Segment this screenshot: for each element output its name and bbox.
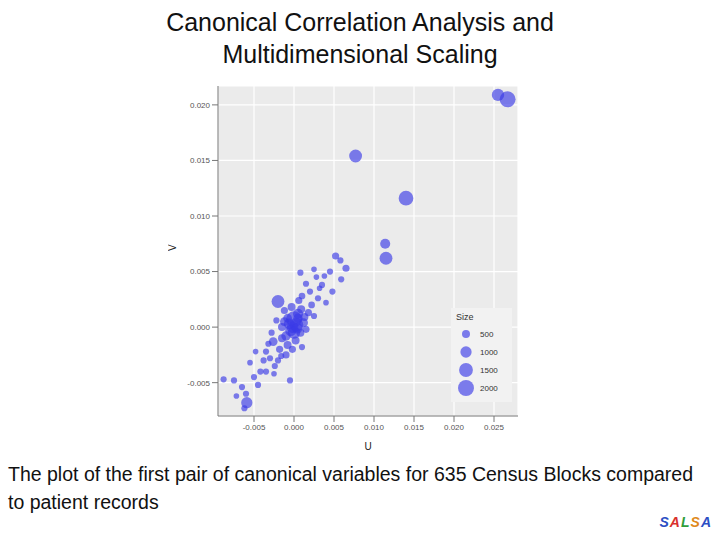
html-text:2000: 2000 xyxy=(480,383,498,393)
html-text:S A L S A: S A L S A xyxy=(659,514,712,530)
svg-text:U: U xyxy=(364,441,371,452)
svg-text:0.020: 0.020 xyxy=(444,423,465,432)
svg-text:0.010: 0.010 xyxy=(190,212,211,221)
svg-text:0.010: 0.010 xyxy=(364,423,385,432)
html-text:1000: 1000 xyxy=(480,347,498,357)
html-text:The plot of the first pair of: The plot of the first pair of canonical … xyxy=(8,463,693,513)
html-text:Size: Size xyxy=(456,312,474,322)
svg-text:0.005: 0.005 xyxy=(190,267,211,276)
svg-text:0.000: 0.000 xyxy=(284,423,305,432)
svg-text:-0.005: -0.005 xyxy=(243,423,266,432)
svg-text:0.000: 0.000 xyxy=(190,323,211,332)
svg-text:-0.005: -0.005 xyxy=(187,379,210,388)
svg-text:0.020: 0.020 xyxy=(190,101,211,110)
svg-text:V: V xyxy=(168,244,178,251)
svg-text:0.015: 0.015 xyxy=(404,423,425,432)
svg-text:0.015: 0.015 xyxy=(190,156,211,165)
html-text:Canonical Correlation Analysis: Canonical Correlation Analysis and Multi… xyxy=(166,8,554,68)
svg-text:0.025: 0.025 xyxy=(484,423,505,432)
html-text:500: 500 xyxy=(480,329,494,339)
html-text:1500: 1500 xyxy=(480,365,498,375)
svg-text:0.005: 0.005 xyxy=(324,423,345,432)
